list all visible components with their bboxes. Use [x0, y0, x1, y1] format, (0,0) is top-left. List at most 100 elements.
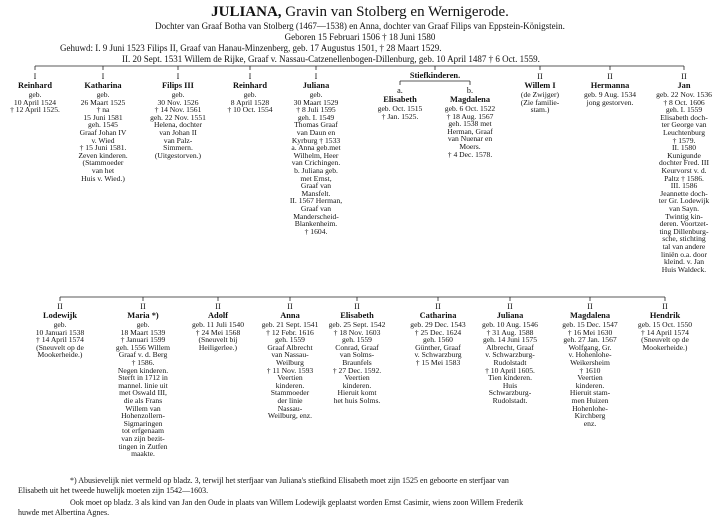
generation-mark: II: [435, 302, 441, 311]
child-detail: Jeannette doch-: [660, 188, 708, 198]
child-detail: sche, stichting: [662, 234, 706, 244]
child-detail: † 31 Aug. 1588: [486, 327, 534, 337]
child-detail: Hohenlohe-: [572, 403, 608, 413]
child-detail: Günther, Graaf: [415, 342, 461, 352]
child-detail: der linie: [277, 396, 303, 405]
child-detail: ter George van: [661, 120, 707, 130]
child-detail: liniën o.a. door: [661, 249, 707, 259]
title: JULIANA,: [211, 4, 282, 20]
child-detail: die als Frans: [123, 396, 163, 405]
child-detail: met Ernst,: [300, 173, 332, 183]
child-detail: † 1586.: [131, 358, 155, 367]
child-name: Katharina: [84, 81, 122, 90]
child-detail: 18 Maart 1539: [120, 327, 166, 337]
child-detail: (Stammoeder: [82, 158, 124, 168]
child-detail: II. 1580: [671, 143, 697, 153]
child-name: Reinhard: [18, 81, 52, 90]
child-detail: † 14 April 1574: [36, 335, 84, 345]
child-detail: Negen kinderen.: [117, 365, 169, 375]
child-detail: van het: [91, 166, 115, 175]
child-detail: III. 1586: [670, 181, 698, 191]
child-detail: kinderen.: [575, 380, 605, 390]
child-detail: v. Hohenlohe-: [568, 350, 612, 360]
generation-mark: II: [681, 72, 687, 81]
generation-mark: II: [287, 302, 293, 311]
child-detail: † Januari 1599: [120, 335, 166, 345]
child-detail: † 12 April 1525.: [10, 105, 60, 115]
child-detail: ter Gr. Lodewijk: [658, 196, 710, 206]
child-detail: † 10 April 1605.: [485, 365, 535, 375]
child-detail: 26 Maart 1525: [80, 97, 126, 107]
child-name: Jan: [677, 81, 691, 90]
child-detail: het huis Solms.: [333, 396, 381, 405]
child-name: Hermanna: [590, 81, 630, 90]
child-detail: Mansfelt.: [301, 188, 331, 198]
child-detail: v. Schwarzburg-: [485, 350, 535, 360]
child-detail: Huis Waldeck.: [661, 264, 707, 274]
child-detail: Mookerheide.): [642, 342, 688, 352]
child-detail: tal van andere: [662, 242, 706, 251]
stepchildren-label: Stiefkinderen.: [409, 71, 461, 80]
child-detail: Kyrburg † 1533: [291, 135, 341, 145]
child-detail: v. Schwarzburg: [414, 350, 462, 360]
child-detail: kinderen.: [275, 380, 305, 390]
child-detail: enz.: [583, 418, 597, 428]
child-detail: (Sneuvelt op de: [641, 335, 689, 345]
child-detail: † 18 Nov. 1603: [333, 327, 381, 337]
child-name: Juliana: [302, 81, 330, 90]
child-detail: † 4 Dec. 1578.: [447, 149, 493, 159]
child-detail: van Nuenar en: [447, 134, 493, 144]
child-detail: Veertien: [344, 373, 370, 383]
child-detail: geb. 15 Dec. 1547: [562, 320, 618, 329]
child-detail: geb. 21 Sept. 1541: [261, 320, 319, 329]
child-detail: † 14 Nov. 1561: [154, 105, 202, 115]
header-line: Gehuwd: I. 9 Juni 1523 Filips II, Graaf …: [60, 43, 442, 53]
generation-mark: II: [507, 302, 513, 311]
child-detail: 30 Nov. 1526: [157, 97, 199, 107]
child-detail: † 1610: [579, 365, 601, 375]
footnote-line: *) Abusievelijk niet vermeld op bladz. 3…: [70, 476, 509, 485]
child-detail: geb. 29 Dec. 1543: [410, 320, 466, 329]
child-detail: geb.: [171, 90, 185, 99]
generation-mark: I: [314, 72, 318, 81]
child-detail: kleind. v. Jan: [663, 257, 705, 267]
child-detail: geh. 1545: [88, 120, 118, 130]
child-detail: geb.: [96, 90, 110, 99]
child-detail: † 1604.: [304, 226, 328, 236]
child-detail: 10 April 1524: [13, 97, 57, 107]
child-detail: 8 April 1528: [230, 97, 270, 107]
child-detail: (Sneuvelt op de: [36, 342, 84, 352]
child-detail: met Oswald III,: [119, 388, 167, 398]
child-detail: Weilburg, enz.: [267, 411, 313, 421]
child-detail: geh. 14 Juni 1575: [483, 335, 537, 345]
child-detail: Willem van: [125, 403, 161, 413]
child-detail: v. Wied: [91, 135, 115, 145]
child-detail: Blankenheim.: [294, 219, 338, 229]
child-detail: † 15 Mei 1583: [415, 358, 461, 367]
generation-mark: II: [140, 302, 146, 311]
child-name: Lodewijk: [43, 311, 77, 320]
child-detail: geb.: [309, 90, 323, 99]
child-name: Elisabeth: [340, 311, 374, 320]
generation-mark: II: [57, 302, 63, 311]
child-detail: Sterft in 1712 in: [118, 373, 168, 383]
child-detail: Nassau-: [277, 403, 303, 413]
child-detail: geh. I. 1549: [297, 112, 335, 122]
generation-mark: II: [587, 302, 593, 311]
header-line: Geboren 15 Februari 1506 † 18 Juni 1580: [284, 32, 436, 42]
child-detail: Huis: [502, 380, 518, 390]
child-detail: Albrecht, Graaf: [486, 342, 534, 352]
child-detail: Weikersheim: [570, 358, 610, 367]
child-detail: † 18 Aug. 1567: [446, 111, 494, 121]
child-name: Magdalena: [449, 95, 491, 104]
header-line: Dochter van Graaf Botha van Stolberg (14…: [155, 21, 565, 31]
generation-mark: II: [537, 72, 543, 81]
child-detail: geb. 6 Oct. 1522: [444, 104, 496, 113]
generation-mark: II: [354, 302, 360, 311]
child-detail: † na: [96, 105, 110, 115]
child-detail: Keurvorst v. d.: [661, 166, 707, 175]
child-detail: † 14 April 1574: [641, 327, 689, 337]
child-detail: mannel. linie uit: [118, 380, 168, 390]
